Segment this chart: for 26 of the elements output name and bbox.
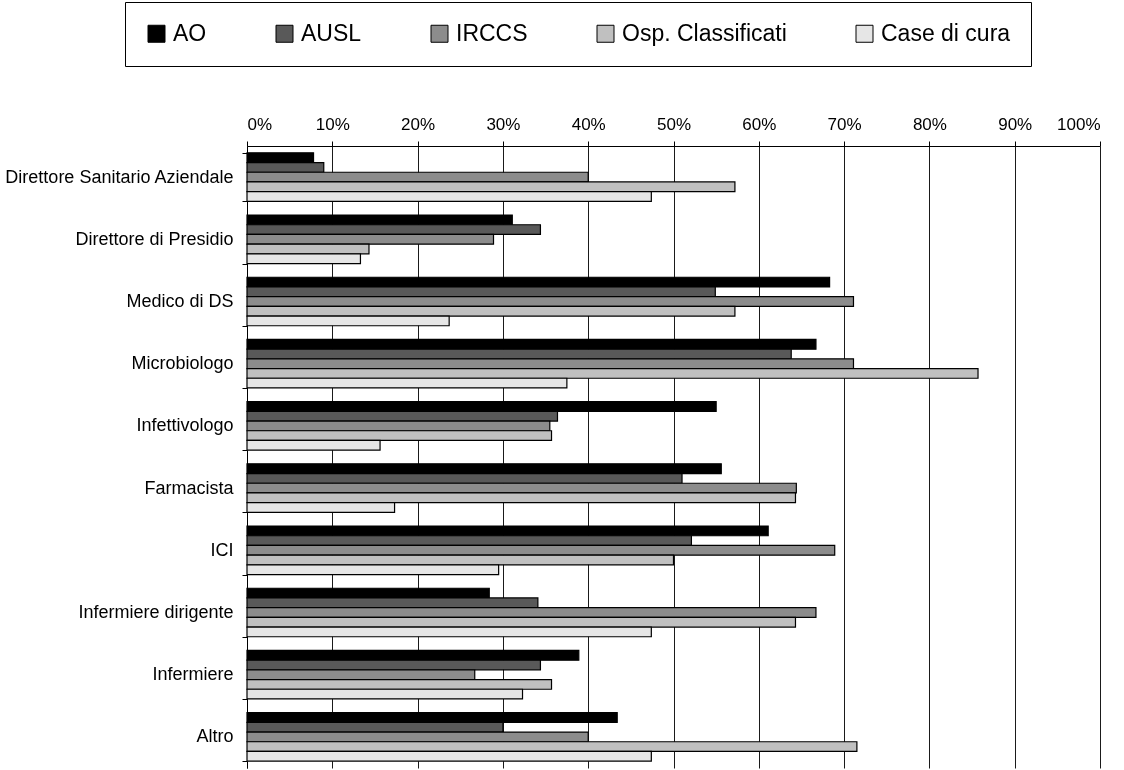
- legend-label: AUSL: [301, 19, 362, 46]
- legend-label: AO: [173, 19, 207, 46]
- y-tick-label: Medico di DS: [126, 291, 234, 311]
- y-tick-label: Altro: [196, 726, 234, 747]
- x-tick-label: 70%: [827, 114, 862, 134]
- y-tick-label: Direttore di Presidio: [75, 228, 234, 249]
- legend-label: Case di cura: [881, 19, 1011, 46]
- y-tick-label: Farmacista: [144, 477, 235, 498]
- legend-label: Osp. Classificati: [622, 19, 787, 46]
- y-tick-label: Infermiere dirigente: [78, 602, 234, 622]
- x-tick-label: 10%: [315, 114, 350, 134]
- x-tick-label: 100%: [1057, 114, 1101, 134]
- x-tick-label: 0%: [247, 114, 273, 134]
- legend-label: IRCCS: [456, 19, 528, 46]
- x-tick-label: 80%: [912, 114, 947, 134]
- x-tick-label: 90%: [998, 114, 1033, 134]
- y-tick-label: Infermiere: [152, 664, 234, 685]
- y-tick-label: Direttore Sanitario Aziendale: [5, 166, 234, 187]
- x-tick-label: 40%: [571, 114, 606, 134]
- y-tick-label: ICI: [210, 539, 234, 560]
- y-tick-label: Microbiologo: [131, 353, 234, 374]
- x-tick-label: 20%: [401, 114, 436, 134]
- y-tick-label: Infettivologo: [136, 415, 234, 436]
- x-tick-label: 30%: [486, 114, 521, 134]
- x-tick-label: 60%: [742, 114, 777, 134]
- x-tick-label: 50%: [656, 114, 692, 134]
